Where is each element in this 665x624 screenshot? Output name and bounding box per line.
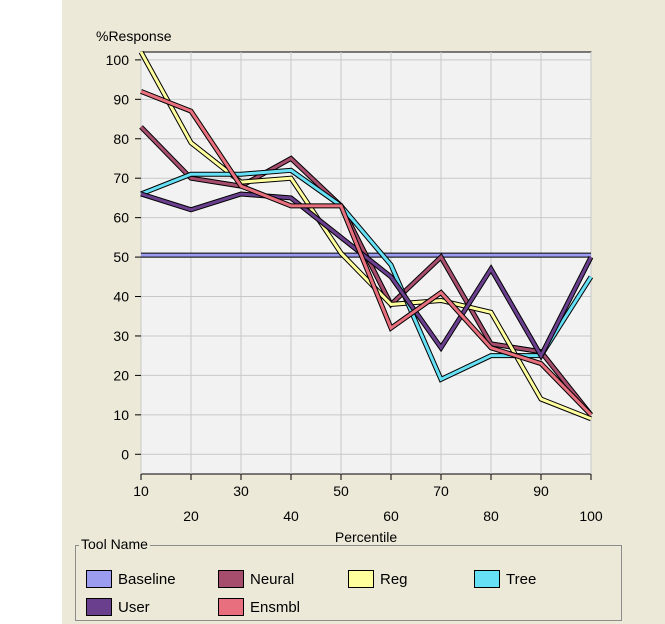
- legend-border-top-left: [75, 545, 79, 546]
- y-tick-label: 10: [113, 407, 129, 423]
- x-tick-label: 30: [233, 483, 249, 499]
- legend-border-top-right: [149, 545, 622, 546]
- series-line: [140, 90, 593, 416]
- y-tick-label: 40: [113, 289, 129, 305]
- legend-item-neural: Neural: [218, 569, 294, 589]
- legend-label: Ensmbl: [250, 598, 301, 616]
- legend-box: [75, 545, 622, 621]
- y-tick-label: 60: [113, 210, 129, 226]
- x-tick-label: 70: [433, 483, 449, 499]
- legend-swatch: [218, 570, 244, 588]
- x-tick-label: 10: [133, 483, 149, 499]
- y-tick-label: 70: [113, 170, 129, 186]
- legend-swatch: [86, 598, 112, 616]
- axes: 0 10 20 30 40 50 60 70 80 90 100 10 30 50 70 90 20 40 60 80…: [106, 52, 603, 524]
- y-tick-label: 90: [113, 91, 129, 107]
- y-tick-label: 0: [121, 446, 129, 462]
- legend-label: User: [118, 598, 150, 616]
- legend-label: Baseline: [118, 570, 176, 588]
- legend-item-ensmbl: Ensmbl: [218, 597, 300, 617]
- legend-title: Tool Name: [81, 536, 148, 552]
- y-tick-label: 80: [113, 131, 129, 147]
- legend-item-reg: Reg: [348, 569, 408, 589]
- y-axis-title: %Response: [96, 28, 172, 44]
- y-tick-label: 30: [113, 328, 129, 344]
- x-tick-label: 40: [283, 508, 299, 524]
- x-axis-title: Percentile: [335, 529, 397, 545]
- legend-label: Tree: [506, 570, 537, 588]
- y-tick-label: 20: [113, 367, 129, 383]
- x-tick-label: 100: [579, 508, 603, 524]
- legend-swatch: [474, 570, 500, 588]
- legend-item-baseline: Baseline: [86, 569, 176, 589]
- y-tick-label: 50: [113, 249, 129, 265]
- y-tick-label: 100: [106, 52, 130, 68]
- series-line: [140, 192, 593, 359]
- legend-swatch: [86, 570, 112, 588]
- series-user: [140, 191, 594, 361]
- legend-swatch: [218, 598, 244, 616]
- x-tick-label: 90: [533, 483, 549, 499]
- x-tick-label: 50: [333, 483, 349, 499]
- x-tick-label: 60: [383, 508, 399, 524]
- legend-item-user: User: [86, 597, 150, 617]
- x-tick-label: 20: [183, 508, 199, 524]
- x-tick-label: 80: [483, 508, 499, 524]
- legend-label: Reg: [380, 570, 408, 588]
- legend-item-tree: Tree: [474, 569, 536, 589]
- series-ensmbl: [140, 89, 593, 417]
- legend-label: Neural: [250, 570, 295, 588]
- legend-swatch: [348, 570, 374, 588]
- series-group: [138, 50, 594, 422]
